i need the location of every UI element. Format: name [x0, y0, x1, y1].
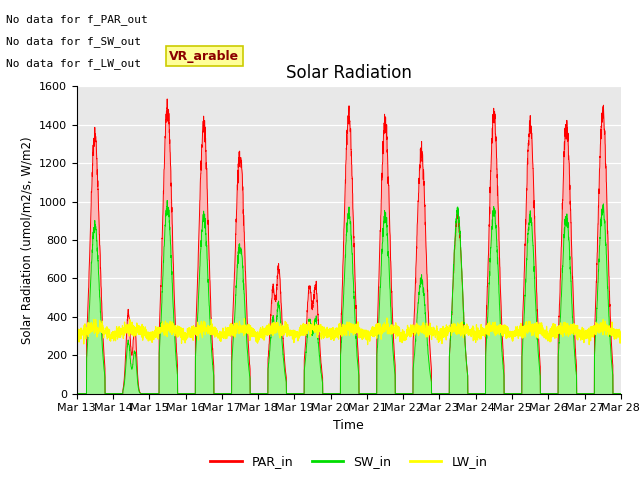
- Text: No data for f_SW_out: No data for f_SW_out: [6, 36, 141, 47]
- X-axis label: Time: Time: [333, 419, 364, 432]
- Text: No data for f_PAR_out: No data for f_PAR_out: [6, 14, 148, 25]
- Text: No data for f_LW_out: No data for f_LW_out: [6, 58, 141, 69]
- Legend: PAR_in, SW_in, LW_in: PAR_in, SW_in, LW_in: [205, 450, 492, 473]
- Y-axis label: Solar Radiation (umol/m2/s, W/m2): Solar Radiation (umol/m2/s, W/m2): [20, 136, 33, 344]
- Text: VR_arable: VR_arable: [169, 49, 239, 62]
- Title: Solar Radiation: Solar Radiation: [286, 64, 412, 82]
